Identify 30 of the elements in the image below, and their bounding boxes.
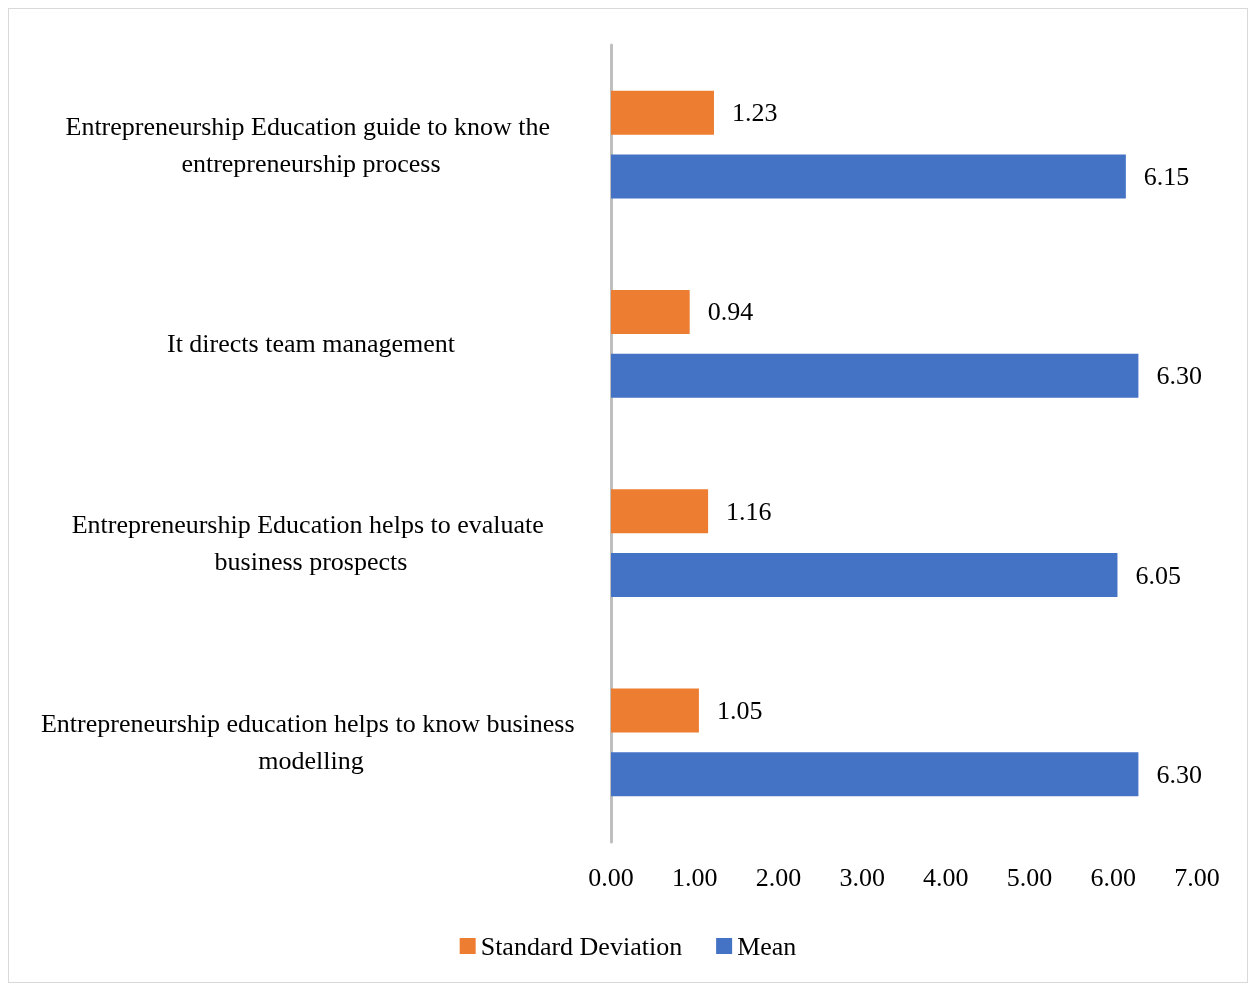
x-tick-label: 6.00 xyxy=(1090,862,1137,892)
bar xyxy=(611,90,714,135)
bar xyxy=(611,752,1139,797)
y-tick-label: Entrepreneurship Education helps to evaluate business prospects xyxy=(71,510,551,577)
legend-label: Mean xyxy=(737,931,797,961)
y-tick-label: Entrepreneurship education helps to know business modelling xyxy=(40,709,582,776)
x-tick-label: 7.00 xyxy=(1174,862,1220,892)
x-tick-label: 3.00 xyxy=(839,862,885,892)
bar xyxy=(611,553,1118,598)
data-label: 1.05 xyxy=(716,695,763,725)
y-tick-label: Entrepreneurship Education guide to know the entrepreneurship process xyxy=(65,111,557,178)
x-tick-label: 0.00 xyxy=(588,862,634,892)
y-tick-label: It directs team management xyxy=(166,329,456,359)
bar xyxy=(611,154,1126,199)
x-tick-label: 2.00 xyxy=(755,862,802,892)
data-label: 6.05 xyxy=(1135,560,1181,590)
bar xyxy=(611,688,699,733)
x-tick-label: 1.00 xyxy=(671,862,718,892)
data-label: 6.30 xyxy=(1156,361,1202,391)
bar xyxy=(611,289,690,334)
data-label: 6.15 xyxy=(1143,162,1190,192)
legend-label: Standard Deviation xyxy=(480,931,683,961)
data-label: 0.94 xyxy=(707,297,754,327)
data-label: 1.23 xyxy=(731,98,778,128)
data-label: 1.16 xyxy=(726,496,772,526)
bar xyxy=(611,353,1139,398)
data-label: 6.30 xyxy=(1156,759,1202,789)
bar xyxy=(611,489,709,534)
x-tick-label: 4.00 xyxy=(923,862,969,892)
x-tick-label: 5.00 xyxy=(1006,862,1053,892)
